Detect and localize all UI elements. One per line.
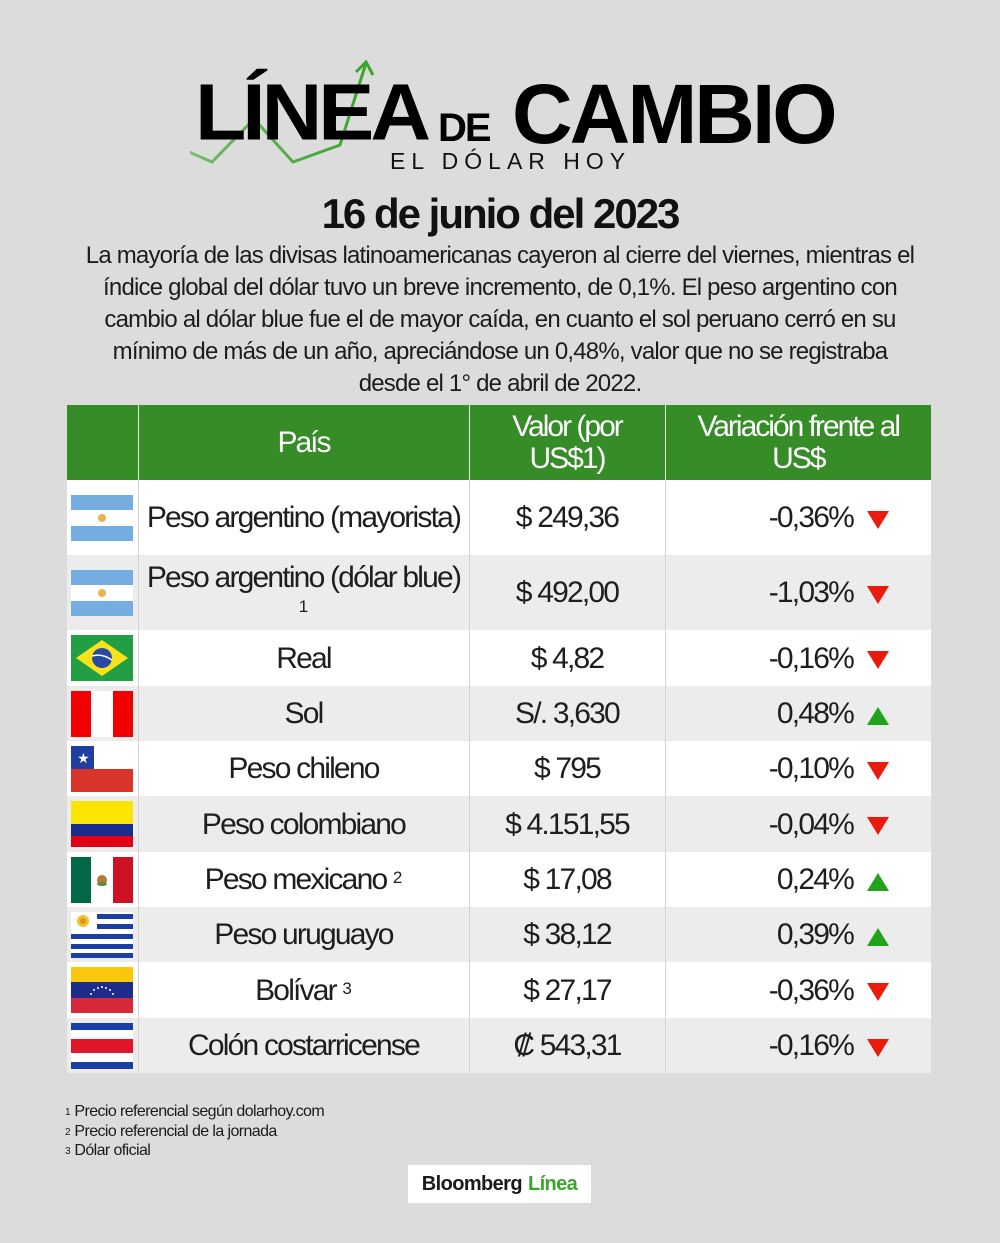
table-row: ★ Peso chileno $ 795 -0,10%	[67, 741, 931, 796]
currency-name: Colón costarricense	[138, 1018, 470, 1073]
currency-name: Peso chileno	[138, 741, 470, 796]
variation-value: -0,16%	[768, 641, 855, 675]
currency-value: $ 4,82	[469, 630, 666, 686]
variation-value: -0,16%	[768, 1029, 855, 1062]
logo-subtitle: EL DÓLAR HOY	[390, 148, 632, 174]
argentina-flag-icon	[71, 569, 134, 616]
up-arrow-icon	[867, 927, 889, 946]
uruguay-flag-icon	[71, 911, 134, 958]
table-row: Bolívar 3 $ 27,17 -0,36%	[67, 962, 931, 1018]
table-row: Real $ 4,82 -0,16%	[67, 630, 931, 686]
down-arrow-icon	[867, 983, 889, 1001]
linea-de-cambio-logo: LÍNEA DE CAMBIO EL DÓLAR HOY	[190, 58, 850, 178]
header-flag	[67, 405, 139, 480]
footnote-1: 1 Precio referencial según dolarhoy.com	[65, 1103, 325, 1120]
down-arrow-icon	[867, 817, 889, 835]
argentina-flag-icon	[71, 494, 134, 541]
logo-word-de: DE	[438, 106, 492, 150]
costa-rica-flag-icon	[71, 1022, 134, 1069]
mexico-flag-icon	[71, 856, 134, 903]
currency-value: $ 795	[469, 741, 666, 796]
table-row: Colón costarricense ₡ 543,31 -0,16%	[67, 1018, 931, 1073]
up-arrow-icon	[867, 706, 889, 725]
chile-flag-icon: ★	[71, 745, 134, 792]
colombia-flag-icon	[71, 801, 134, 847]
currency-value: $ 17,08	[469, 852, 666, 907]
variation-value: -0,04%	[768, 807, 855, 841]
exchange-rate-table: País Valor (por US$1) Variación frente a…	[67, 405, 931, 1073]
down-arrow-icon	[867, 1038, 889, 1057]
currency-name: Bolívar 3	[138, 962, 470, 1018]
logo-word-cambio: CAMBIO	[512, 67, 838, 161]
variation-value: 0,48%	[776, 697, 855, 730]
currency-name: Real	[138, 630, 470, 686]
currency-name: Peso argentino (mayorista)	[138, 480, 470, 555]
table-row: Sol S/. 3,630 0,48%	[67, 686, 931, 741]
currency-name: Sol	[138, 686, 470, 741]
svg-text:★: ★	[77, 751, 89, 767]
table-row: Peso argentino (mayorista) $ 249,36 -0,3…	[67, 480, 931, 555]
variation-value: -0,10%	[768, 752, 855, 785]
currency-value: $ 249,36	[469, 480, 666, 555]
header-variation: Variación frente al US$	[665, 405, 931, 480]
currency-value: $ 38,12	[469, 907, 666, 962]
variation-value: 0,24%	[776, 863, 855, 896]
intro-paragraph: La mayoría de las divisas latinoamerican…	[85, 242, 915, 397]
table-row: Peso uruguayo $ 38,12 0,39%	[67, 907, 931, 962]
logo-word-linea: LÍNEA	[195, 67, 431, 157]
variation-value: -0,36%	[768, 501, 855, 534]
table-row: Peso argentino (dólar blue) 1 $ 492,00 -…	[67, 555, 931, 630]
bloomberg-linea-logo: Bloomberg Línea	[408, 1165, 591, 1203]
brand-suffix: Línea	[527, 1172, 578, 1195]
currency-name: Peso uruguayo	[138, 907, 470, 962]
down-arrow-icon	[867, 761, 889, 780]
table-row: Peso mexicano 2 $ 17,08 0,24%	[67, 852, 931, 907]
trend-line-icon	[190, 59, 375, 164]
footnote-3: 3 Dólar oficial	[65, 1142, 151, 1159]
brazil-flag-icon	[71, 635, 134, 681]
footnote-2: 2 Precio referencial de la jornada	[65, 1122, 277, 1140]
up-arrow-icon	[867, 872, 889, 891]
header-country: País	[138, 405, 470, 480]
footnotes: 1 Precio referencial según dolarhoy.com …	[65, 1102, 325, 1161]
currency-name: Peso mexicano 2	[138, 852, 470, 907]
variation-value: 0,39%	[776, 918, 855, 951]
currency-name: Peso colombiano	[138, 796, 470, 852]
peru-flag-icon	[71, 690, 134, 737]
variation-value: -0,36%	[768, 973, 855, 1007]
currency-value: $ 4.151,55	[469, 796, 666, 852]
currency-name: Peso argentino (dólar blue) 1	[138, 555, 470, 630]
venezuela-flag-icon	[71, 967, 134, 1013]
header-value: Valor (por US$1)	[469, 405, 666, 480]
footnote-mark: 2	[392, 868, 403, 887]
currency-value: $ 492,00	[469, 555, 666, 630]
footnote-mark: 3	[342, 978, 352, 998]
currency-value: $ 27,17	[469, 962, 666, 1018]
variation-value: -1,03%	[768, 576, 855, 609]
footnote-mark: 1	[298, 596, 309, 616]
down-arrow-icon	[867, 585, 889, 604]
brand-name: Bloomberg	[421, 1172, 523, 1195]
report-date: 16 de junio del 2023	[321, 190, 681, 237]
table-header-row: País Valor (por US$1) Variación frente a…	[67, 405, 931, 480]
currency-value: ₡ 543,31	[469, 1018, 666, 1073]
table-row: Peso colombiano $ 4.151,55 -0,04%	[67, 796, 931, 852]
down-arrow-icon	[867, 510, 889, 529]
currency-value: S/. 3,630	[469, 686, 666, 741]
down-arrow-icon	[867, 651, 889, 669]
